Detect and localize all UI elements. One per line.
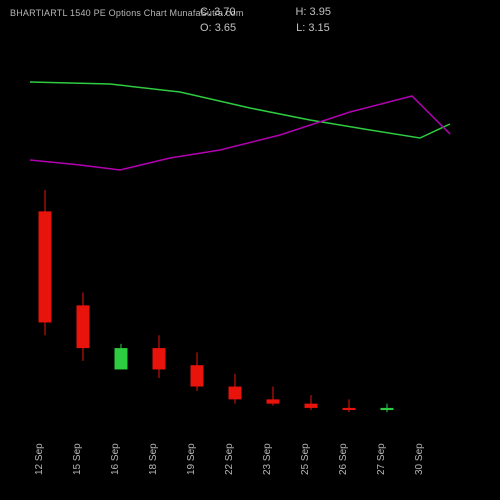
x-axis-label: 15 Sep: [72, 443, 83, 475]
candle-body: [229, 387, 242, 400]
x-axis-label: 22 Sep: [224, 443, 235, 475]
x-axis-label: 16 Sep: [110, 443, 121, 475]
x-axis-label: 12 Sep: [34, 443, 45, 475]
candle-body: [305, 404, 318, 408]
candle-body: [77, 305, 90, 348]
x-axis-label: 23 Sep: [262, 443, 273, 475]
x-axis-label: 25 Sep: [300, 443, 311, 475]
candle-body: [39, 211, 52, 322]
candle-body: [153, 348, 166, 369]
chart-root: BHARTIARTL 1540 PE Options Chart MunafaS…: [0, 0, 500, 500]
candle-body: [343, 408, 356, 410]
x-axis-label: 27 Sep: [376, 443, 387, 475]
line-series-0: [30, 82, 450, 138]
x-axis-label: 18 Sep: [148, 443, 159, 475]
x-axis-label: 30 Sep: [414, 443, 425, 475]
candle-body: [191, 365, 204, 386]
chart-svg: [0, 0, 500, 500]
x-axis-label: 19 Sep: [186, 443, 197, 475]
candle-body: [267, 399, 280, 403]
x-axis-labels: 12 Sep 15 Sep 16 Sep 18 Sep 19 Sep 22 Sep 23 S…: [30, 430, 450, 490]
x-axis-label: 26 Sep: [338, 443, 349, 475]
candle-body: [115, 348, 128, 369]
candle-body: [381, 408, 394, 410]
